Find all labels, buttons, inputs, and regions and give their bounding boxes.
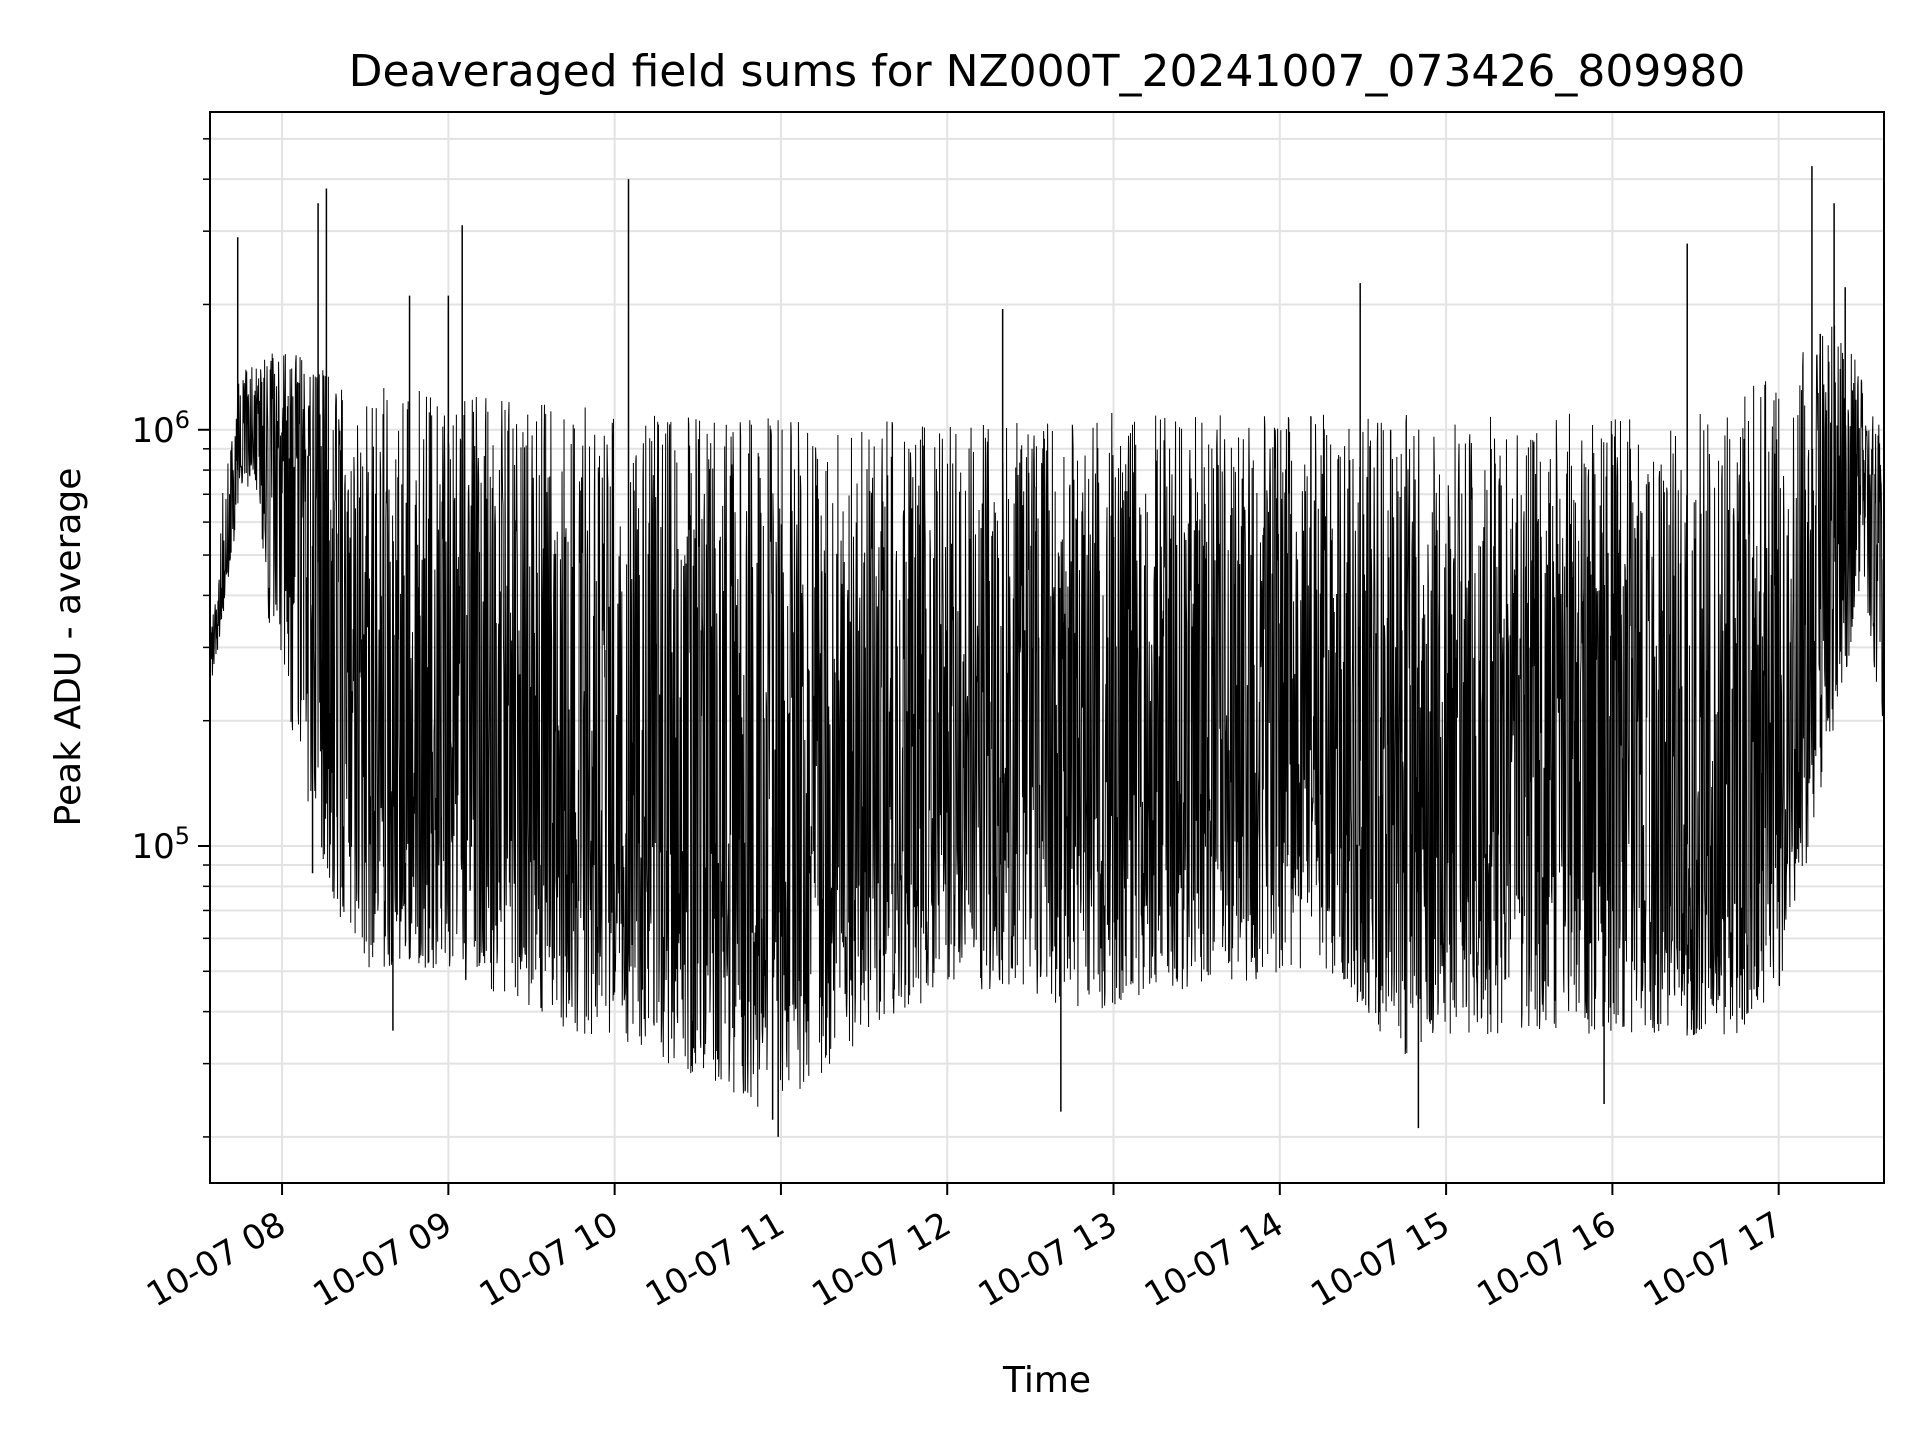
y-tick-label: 105 [131,822,190,867]
y-axis-label: Peak ADU - average [48,468,89,827]
chart-title: Deaveraged field sums for NZ000T_2024100… [349,46,1746,97]
y-tick-label: 106 [131,406,190,451]
plot-area [209,166,1885,1137]
x-axis-label: Time [1002,1360,1091,1401]
y-axis-ticks: 105 106 [131,138,210,1138]
series-line [209,325,1885,1107]
